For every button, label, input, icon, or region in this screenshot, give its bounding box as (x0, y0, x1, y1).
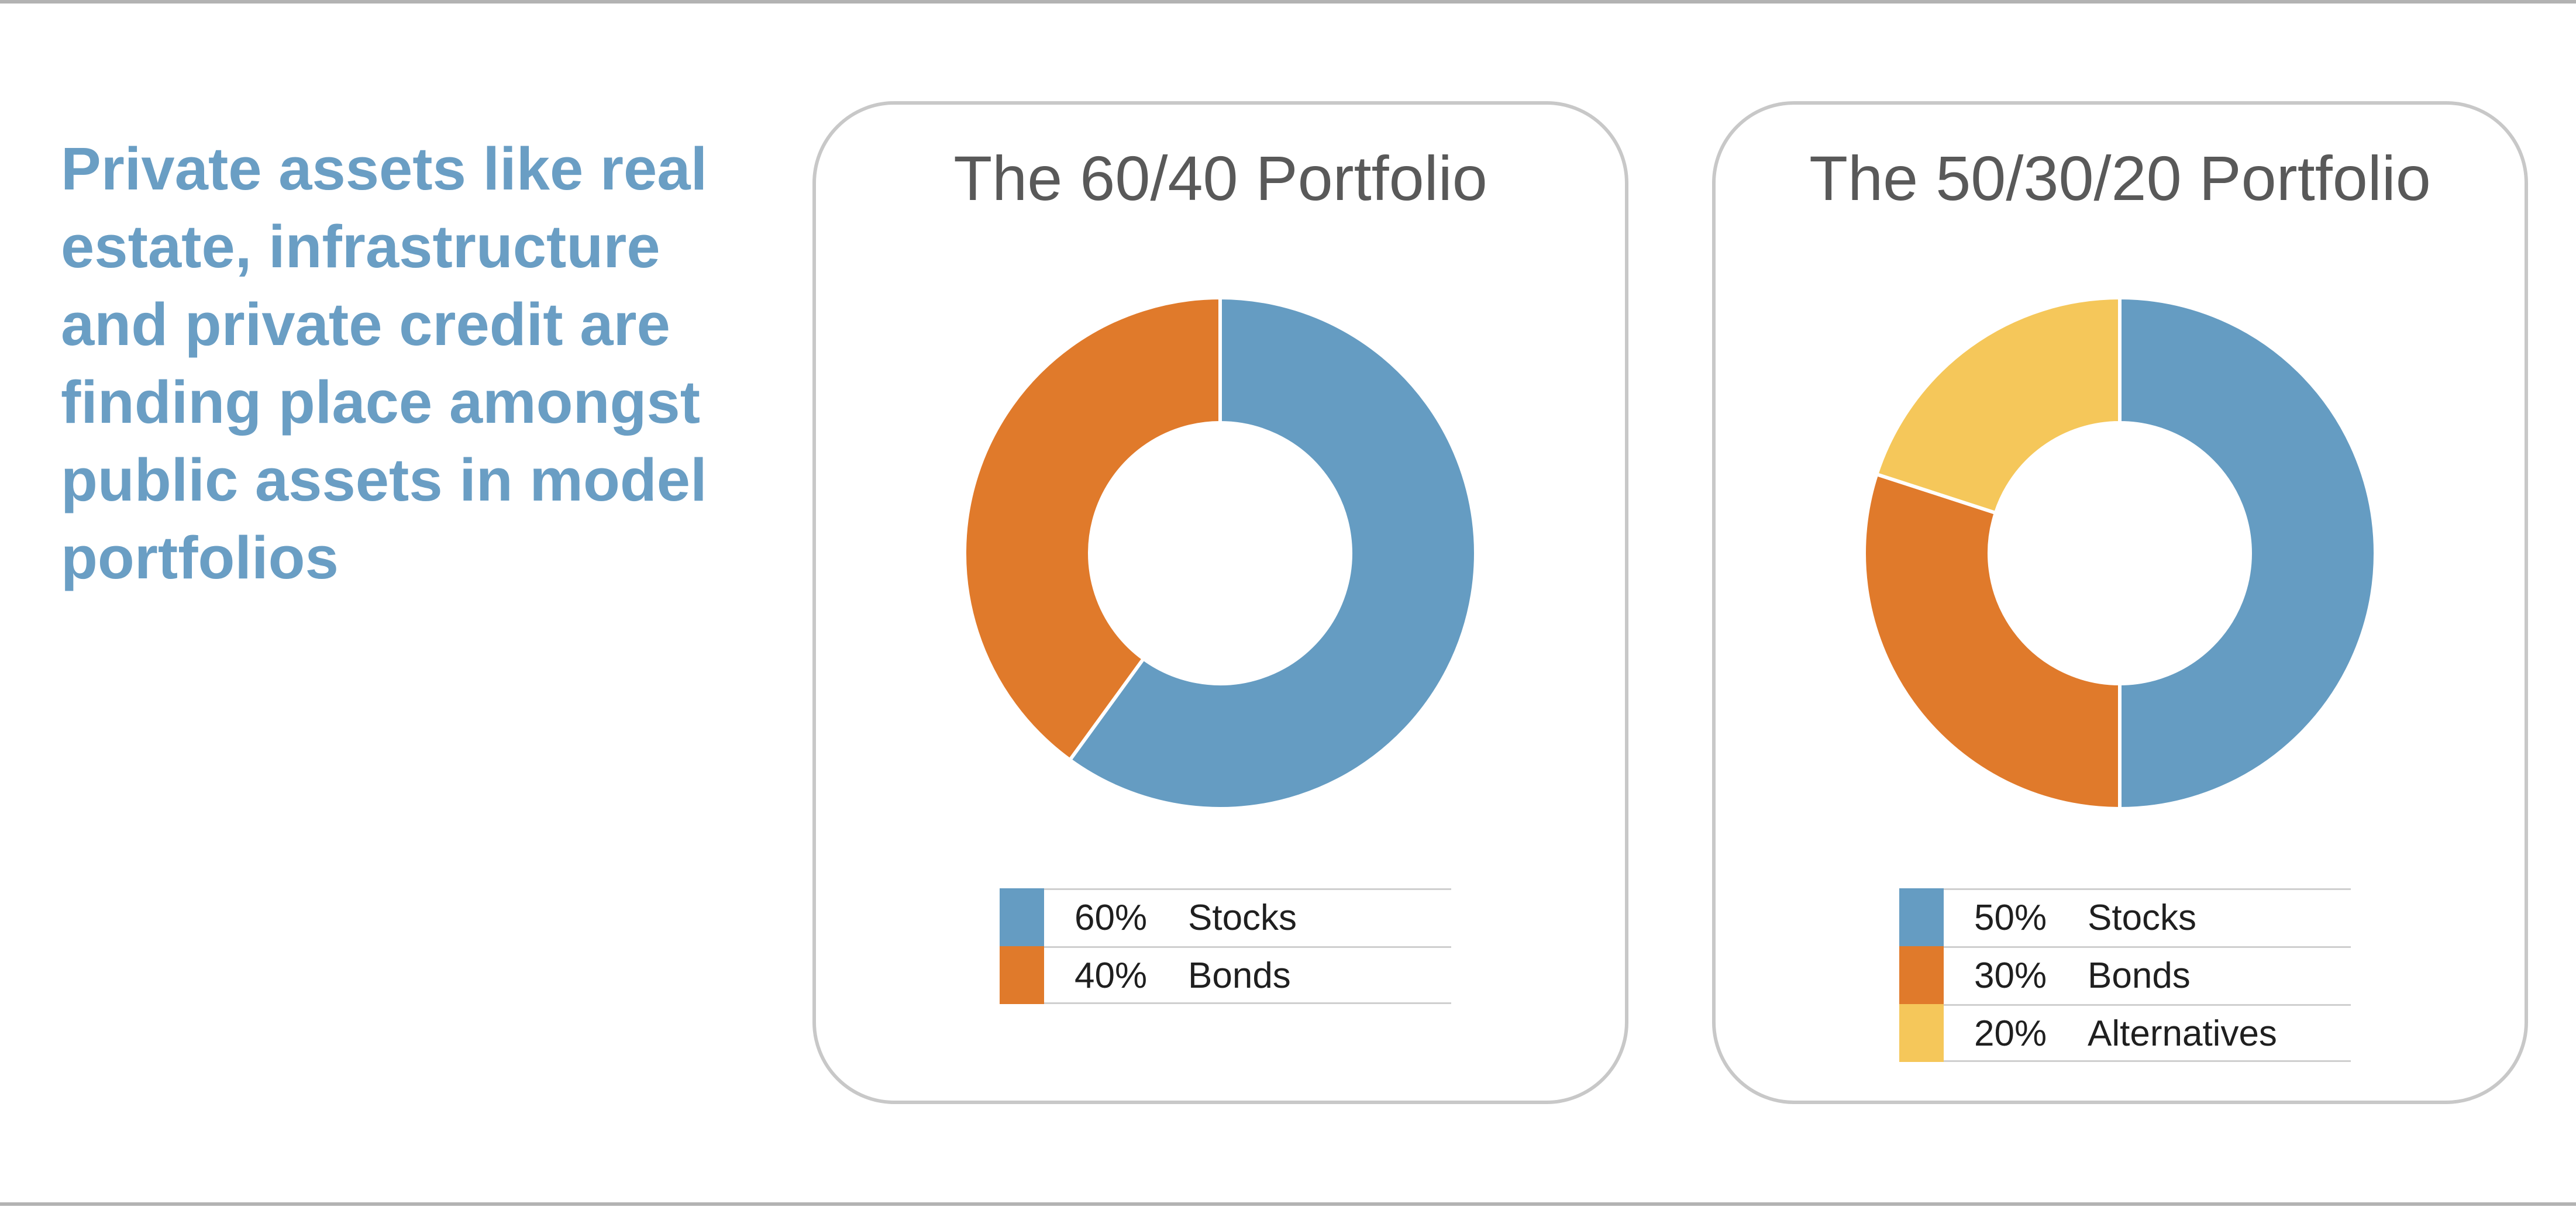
legend-percent: 60% (1075, 898, 1148, 938)
legend-percent: 30% (1974, 956, 2047, 996)
legend: 50% Stocks 30% Bonds 20% Alternatives (1899, 888, 2351, 1062)
legend-label: Stocks (2088, 898, 2197, 938)
portfolio-card-60-40: The 60/40 Portfolio 60% Stocks 40% Bonds (812, 101, 1628, 1104)
legend-item-stocks: 50% Stocks (1899, 888, 2351, 946)
legend-swatch-stocks (1000, 888, 1044, 946)
donut-slice-bonds (963, 296, 1222, 762)
donut-slice-bonds (1862, 472, 2122, 811)
bottom-rule (0, 1202, 2576, 1206)
portfolio-card-50-30-20: The 50/30/20 Portfolio 50% Stocks 30% Bo… (1712, 101, 2528, 1104)
legend-item-bonds: 30% Bonds (1899, 946, 2351, 1004)
legend-swatch-stocks (1899, 888, 1944, 946)
legend-swatch-bonds (1899, 946, 1944, 1004)
top-rule (0, 0, 2576, 4)
chart-title: The 50/30/20 Portfolio (1809, 143, 2431, 213)
legend-label: Bonds (2088, 956, 2191, 996)
donut-slice-stocks (2118, 296, 2377, 811)
legend-item-bonds: 40% Bonds (1000, 946, 1451, 1004)
legend-percent: 50% (1974, 898, 2047, 938)
legend-label: Bonds (1188, 956, 1291, 996)
donut-slice-alternatives (1875, 296, 2122, 515)
legend-swatch-alternatives (1899, 1004, 1944, 1062)
legend-label: Stocks (1188, 898, 1297, 938)
legend-label: Alternatives (2088, 1013, 2277, 1054)
legend-item-stocks: 60% Stocks (1000, 888, 1451, 946)
legend-swatch-bonds (1000, 946, 1044, 1004)
legend-percent: 40% (1075, 956, 1148, 996)
donut-chart (1862, 296, 2377, 811)
legend-percent: 20% (1974, 1013, 2047, 1054)
donut-slice-stocks (1068, 296, 1478, 811)
headline: Private assets like real estate, infrast… (61, 135, 708, 591)
legend-item-alternatives: 20% Alternatives (1899, 1004, 2351, 1062)
legend: 60% Stocks 40% Bonds (1000, 888, 1451, 1004)
donut-chart (963, 296, 1478, 811)
chart-title: The 60/40 Portfolio (953, 143, 1487, 213)
